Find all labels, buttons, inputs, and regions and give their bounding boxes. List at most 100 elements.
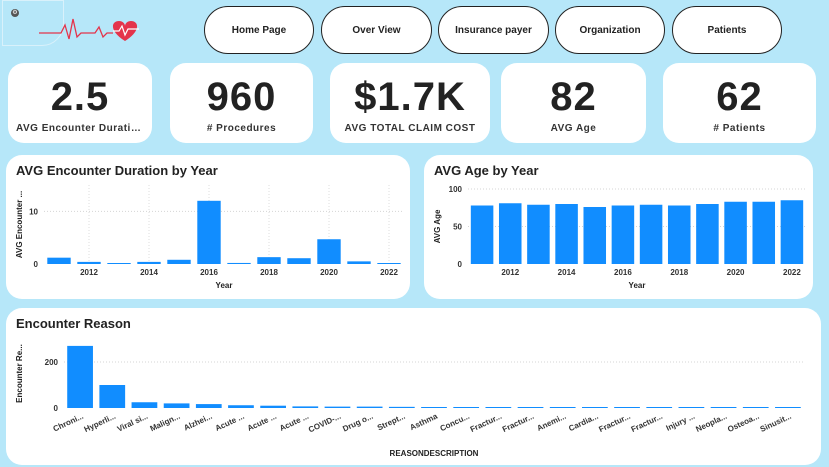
bar[interactable] <box>742 407 769 408</box>
x-tick-label: Fractur... <box>630 412 664 434</box>
bar[interactable] <box>67 345 93 408</box>
bar[interactable] <box>667 205 691 265</box>
x-tick-label: Drug o... <box>341 412 374 434</box>
y-axis-title: AVG Encounter ... <box>15 191 24 258</box>
bar[interactable] <box>555 204 578 264</box>
kpi-value: 62 <box>716 75 763 119</box>
x-tick-label: Alzhei... <box>182 412 213 433</box>
bar[interactable] <box>696 204 719 264</box>
encounter-duration-chart-panel: AVG Encounter Duration by Year 0 10 2012 20… <box>6 155 410 299</box>
kpi-label: AVG Encounter Duration <box>16 123 144 134</box>
encounter-duration-chart: 0 10 2012 2014 2016 2018 2020 2022 Year AVG Encou… <box>15 185 404 290</box>
kpi-value: 82 <box>550 75 597 119</box>
x-tick-label: Strept... <box>376 412 407 433</box>
bar[interactable] <box>517 407 544 408</box>
bar[interactable] <box>724 201 747 264</box>
x-tick-label: Sinusit... <box>759 412 793 434</box>
bar[interactable] <box>260 405 286 408</box>
x-tick-label: Viral si... <box>116 412 149 434</box>
bar[interactable] <box>388 406 415 408</box>
kpi-avg-total-claim-cost: $1.7K AVG TOTAL CLAIM COST <box>330 63 490 143</box>
bar[interactable] <box>752 201 776 264</box>
bar[interactable] <box>107 263 131 264</box>
x-tick-label: Anemi... <box>536 412 568 433</box>
bar[interactable] <box>583 207 607 264</box>
bar[interactable] <box>167 259 191 264</box>
bar[interactable] <box>582 407 608 408</box>
chart-title: AVG Encounter Duration by Year <box>16 163 218 178</box>
bar[interactable] <box>780 200 804 264</box>
bar[interactable] <box>527 204 550 264</box>
bar[interactable] <box>377 263 401 264</box>
bar[interactable] <box>470 205 494 265</box>
chart-title: Encounter Reason <box>16 316 131 331</box>
bar[interactable] <box>197 200 221 264</box>
age-by-year-chart: 0 50 100 2012 2014 2016 2018 2020 2022 Year AVG Ag… <box>433 185 806 290</box>
bar[interactable] <box>163 403 190 408</box>
x-tick-label: 2016 <box>614 268 632 277</box>
bar[interactable] <box>710 407 737 408</box>
kpi-avg-encounter-duration: 2.5 AVG Encounter Duration <box>8 63 152 143</box>
x-tick-label: Fractur... <box>597 412 631 434</box>
y-tick-label: 200 <box>45 358 59 367</box>
x-tick-label: 2012 <box>80 268 98 277</box>
bar[interactable] <box>99 385 126 408</box>
x-tick-label: 2018 <box>670 268 688 277</box>
bar[interactable] <box>47 257 71 264</box>
bar[interactable] <box>356 406 383 408</box>
y-axis-title: AVG Age <box>433 209 442 243</box>
bar[interactable] <box>137 261 161 264</box>
bar[interactable] <box>485 407 512 408</box>
kpi-value: 2.5 <box>50 75 110 119</box>
bar[interactable] <box>498 203 522 264</box>
x-tick-label: 2022 <box>783 268 801 277</box>
bar[interactable] <box>257 257 281 264</box>
bar[interactable] <box>549 407 576 408</box>
nav-overview-button[interactable]: Over View <box>321 6 432 54</box>
bar[interactable] <box>775 407 801 408</box>
kpi-procedures: 960 # Procedures <box>170 63 313 143</box>
x-tick-label: Injury ... <box>665 412 697 433</box>
x-tick-label: 2022 <box>380 268 398 277</box>
bar[interactable] <box>324 406 351 408</box>
bar[interactable] <box>611 205 635 265</box>
x-tick-label: COVID-... <box>307 412 342 435</box>
x-tick-label: Neopla... <box>694 412 728 434</box>
nav-organization-button[interactable]: Organization <box>555 6 665 54</box>
bar[interactable] <box>639 204 663 264</box>
x-axis-title: REASONDESCRIPTION <box>390 449 479 458</box>
y-tick-label: 0 <box>458 260 463 269</box>
bar[interactable] <box>287 258 311 264</box>
bar[interactable] <box>227 262 251 264</box>
bar[interactable] <box>77 261 101 264</box>
bar[interactable] <box>646 407 673 408</box>
bar[interactable] <box>614 407 640 408</box>
y-tick-label: 100 <box>449 185 463 194</box>
x-tick-label: Acute ... <box>214 412 246 433</box>
x-tick-label: Osteoa... <box>726 412 760 434</box>
y-tick-label: 0 <box>34 260 39 269</box>
bar[interactable] <box>195 404 222 408</box>
kpi-value: $1.7K <box>354 75 466 119</box>
x-tick-label: Hyperli... <box>83 412 117 434</box>
x-tick-label: Concu... <box>439 412 471 433</box>
bar[interactable] <box>292 406 319 408</box>
bar[interactable] <box>347 261 371 264</box>
bar[interactable] <box>228 405 254 408</box>
bar[interactable] <box>317 239 341 264</box>
kpi-value: 960 <box>206 75 277 119</box>
bar[interactable] <box>453 407 480 408</box>
kpi-label: AVG TOTAL CLAIM COST <box>344 123 476 134</box>
kpi-patients: 62 # Patients <box>663 63 816 143</box>
nav-patients-button[interactable]: Patients <box>672 6 782 54</box>
y-tick-label: 10 <box>29 207 38 216</box>
nav-home-page-button[interactable]: Home Page <box>204 6 314 54</box>
bar[interactable] <box>678 407 705 408</box>
bar[interactable] <box>131 402 158 408</box>
heartbeat-logo-icon <box>39 18 139 41</box>
nav-insurance-payer-button[interactable]: Insurance payer <box>438 6 549 54</box>
x-tick-label: Cardia... <box>567 412 599 434</box>
info-icon[interactable]: ⚙ <box>11 9 19 17</box>
bar[interactable] <box>421 407 447 408</box>
x-tick-label: 2020 <box>727 268 745 277</box>
